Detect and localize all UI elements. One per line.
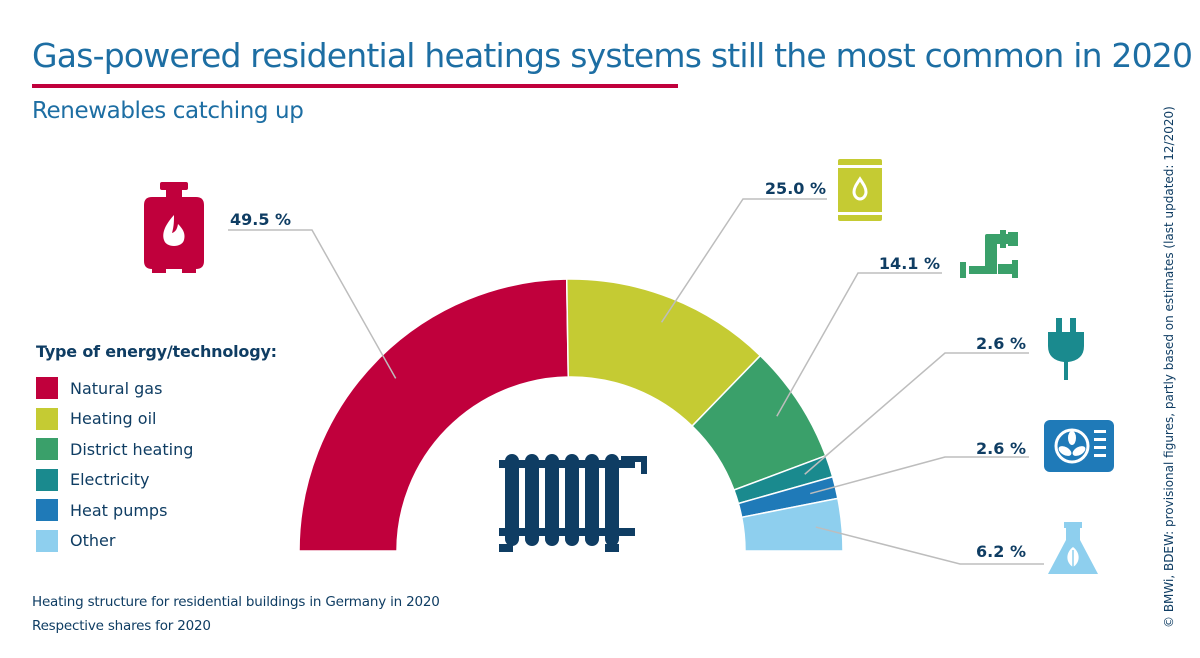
value-label: 14.1 %	[879, 254, 940, 273]
legend-item-heating-oil: Heating oil	[36, 404, 277, 435]
legend-label: Heating oil	[70, 409, 157, 429]
leader-lines	[228, 198, 1044, 565]
legend-item-heat-pumps: Heat pumps	[36, 495, 277, 526]
slice-natural-gas	[298, 278, 570, 552]
footnote-structure: Heating structure for residential buildi…	[32, 594, 440, 610]
source-credit: © BMWi, BDEW: provisional figures, partl…	[1162, 106, 1176, 628]
leader-line	[810, 456, 1029, 495]
value-labels: 49.5 % 25.0 % 14.1 % 2.6 % 2.6 % 6.2 %	[230, 179, 1026, 561]
radiator-icon	[499, 454, 647, 552]
legend-label: Heat pumps	[70, 500, 168, 520]
title-underline	[32, 84, 678, 88]
heat-pump-icon	[1044, 420, 1114, 472]
chart-subtitle: Renewables catching up	[32, 98, 304, 124]
value-label: 49.5 %	[230, 210, 291, 229]
oil-barrel-icon	[838, 159, 882, 221]
leader-line	[228, 229, 397, 379]
district-heating-pipe-icon	[960, 230, 1018, 278]
value-label: 25.0 %	[765, 179, 826, 198]
legend-label: Electricity	[70, 470, 150, 490]
slice-other	[740, 497, 844, 552]
leader-line	[660, 198, 827, 323]
legend-label: District heating	[70, 439, 194, 459]
chart-title: Gas-powered residential heatings systems…	[32, 36, 1193, 75]
legend-swatch	[36, 468, 58, 491]
legend-item-district-heating: District heating	[36, 434, 277, 465]
legend-swatch	[36, 438, 58, 461]
value-label: 6.2 %	[976, 542, 1026, 561]
legend-item-natural-gas: Natural gas	[36, 373, 277, 404]
legend-swatch	[36, 377, 58, 400]
legend-title: Type of energy/technology:	[36, 342, 277, 361]
legend-label: Other	[70, 531, 116, 551]
value-label: 2.6 %	[976, 334, 1026, 353]
chart-slices	[298, 278, 844, 552]
legend: Type of energy/technology: Natural gas H…	[36, 342, 277, 556]
value-label: 2.6 %	[976, 439, 1026, 458]
leader-line	[804, 352, 1029, 475]
other-flask-leaf-icon	[1048, 522, 1098, 574]
legend-swatch	[36, 499, 58, 522]
legend-item-electricity: Electricity	[36, 465, 277, 496]
legend-swatch	[36, 407, 58, 430]
gas-cylinder-icon	[144, 182, 204, 273]
legend-swatch	[36, 529, 58, 552]
footnote-shares: Respective shares for 2020	[32, 618, 211, 634]
legend-item-other: Other	[36, 526, 277, 557]
legend-label: Natural gas	[70, 378, 163, 398]
electric-plug-icon	[1048, 318, 1084, 380]
leader-line	[815, 526, 1044, 565]
leader-line	[776, 272, 942, 417]
